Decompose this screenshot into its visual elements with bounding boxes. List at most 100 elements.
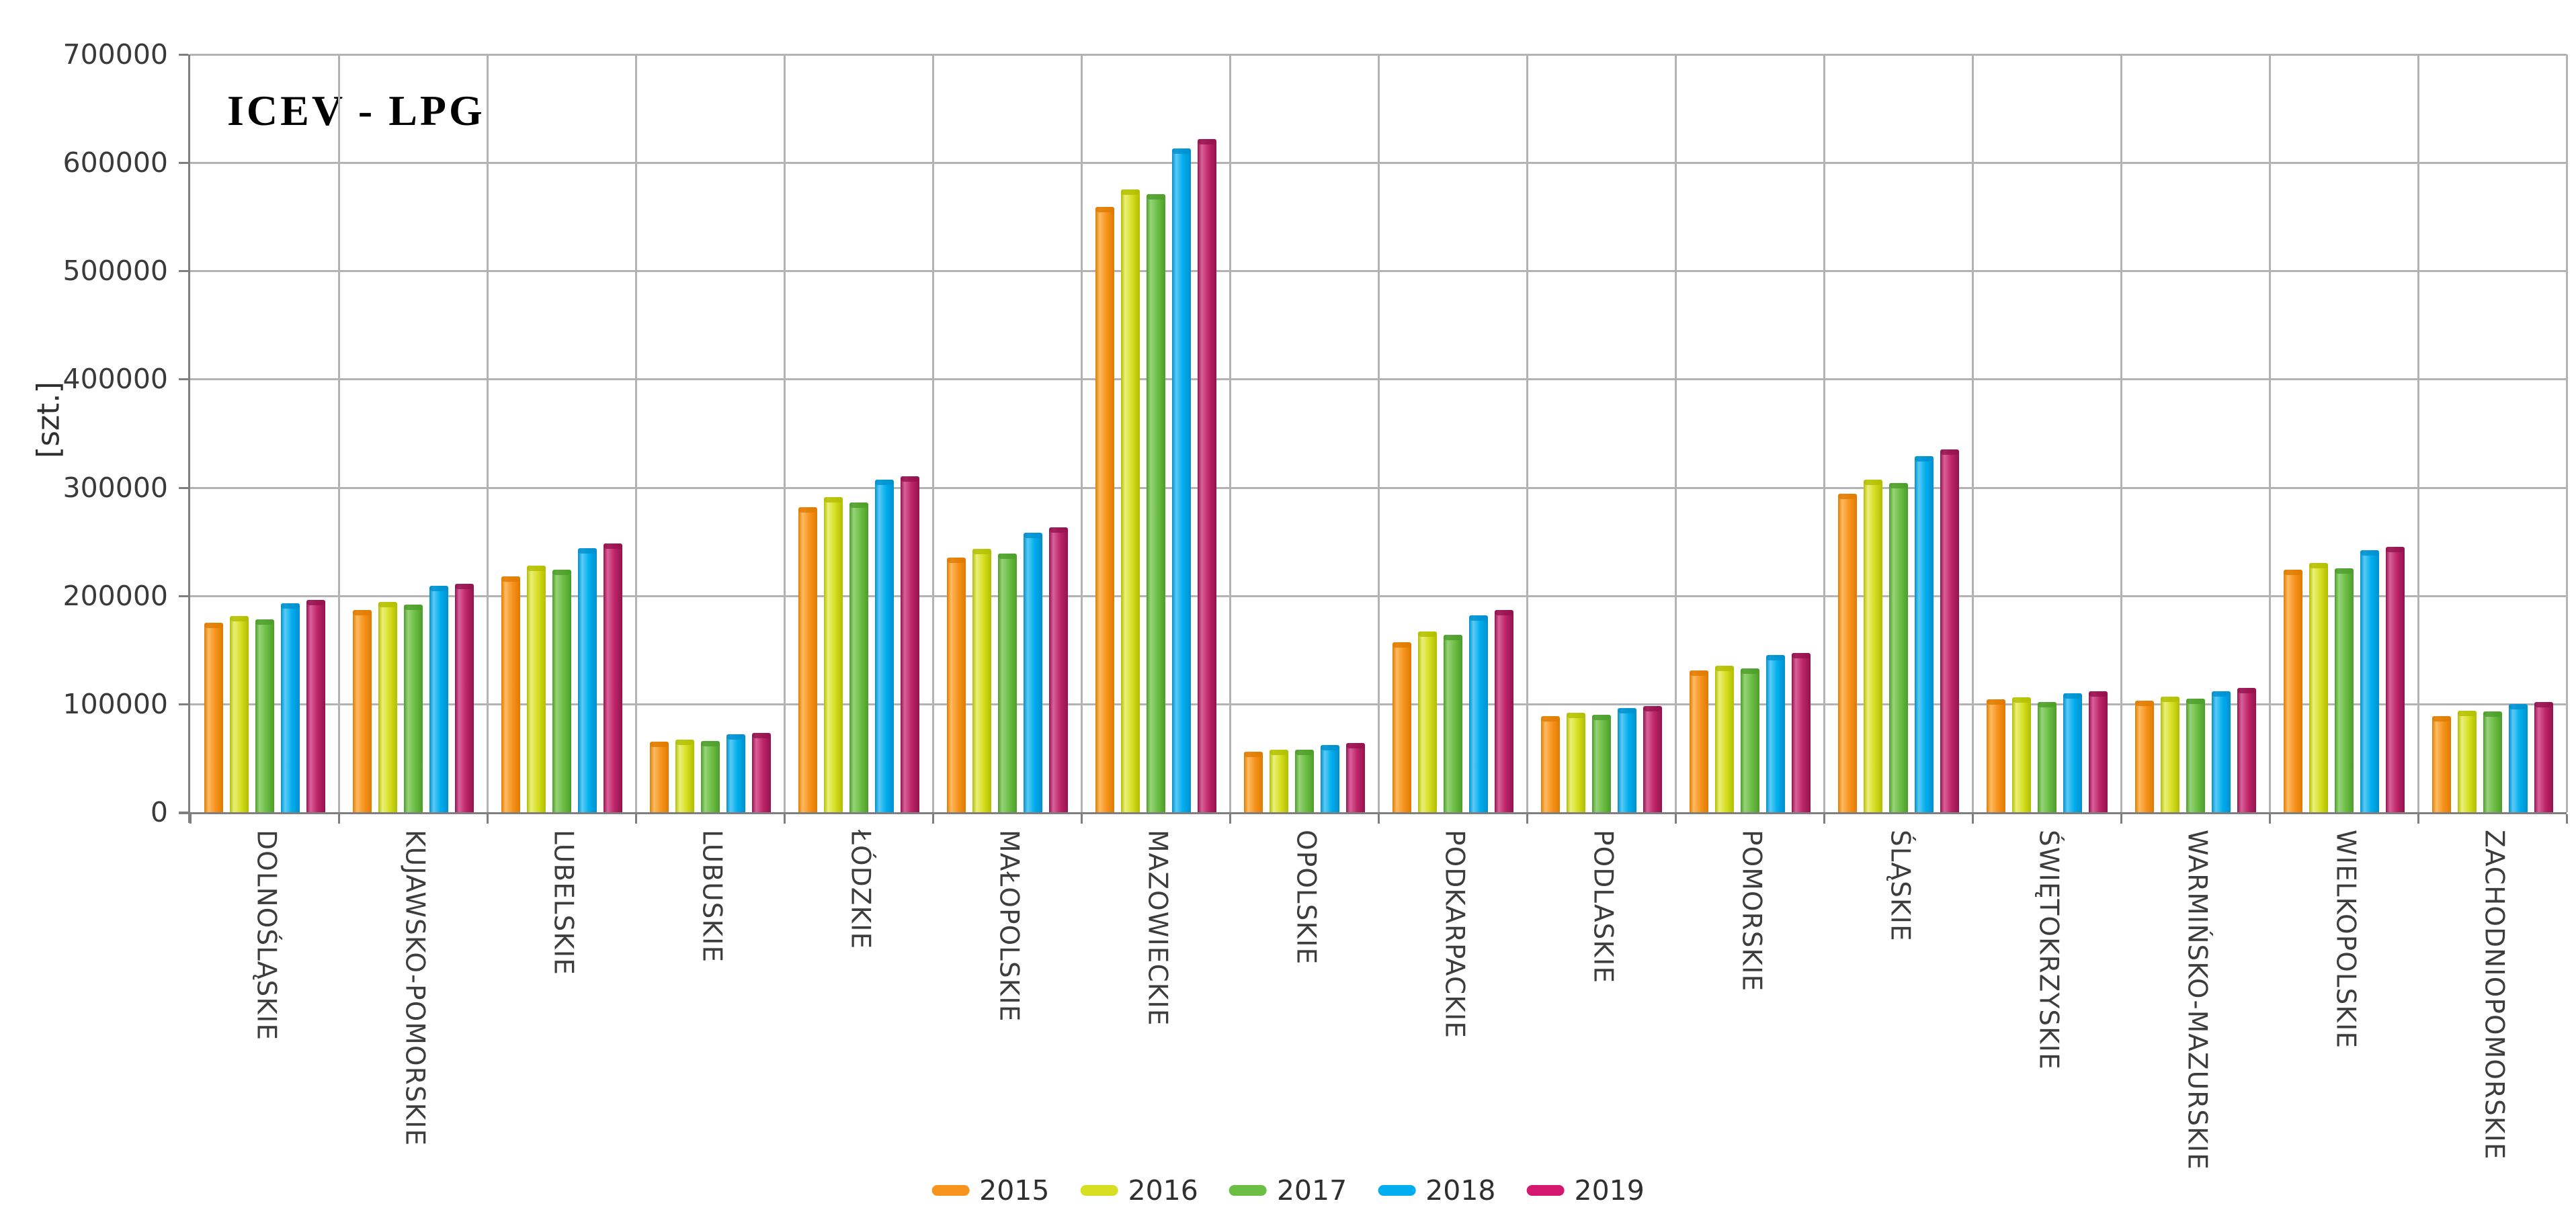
x-axis-tick bbox=[635, 814, 637, 824]
x-axis-tick bbox=[1972, 814, 1974, 824]
bar-2017 bbox=[1591, 714, 1611, 812]
bar-group-1 bbox=[190, 54, 339, 812]
legend-label: 2019 bbox=[1574, 1174, 1645, 1207]
x-category-label: PODLASKIE bbox=[1587, 830, 1618, 984]
y-axis-line bbox=[188, 54, 190, 823]
x-axis-tick bbox=[2417, 814, 2419, 824]
bar-2018 bbox=[874, 480, 894, 812]
x-category-label: ZACHODNIOPOMORSKIE bbox=[2479, 830, 2509, 1160]
bar-2018 bbox=[2211, 691, 2231, 812]
y-axis-tick bbox=[179, 703, 188, 705]
bar-2019 bbox=[2385, 547, 2405, 812]
legend-label: 2016 bbox=[1128, 1174, 1198, 1207]
bar-2019 bbox=[2088, 691, 2108, 812]
x-category-label: LUBUSKIE bbox=[696, 830, 727, 963]
bar-2016 bbox=[2457, 710, 2477, 812]
gridline-vertical bbox=[338, 54, 340, 812]
y-axis-tick bbox=[179, 270, 188, 273]
gridline-vertical bbox=[1972, 54, 1974, 812]
x-category-label: ŚLĄSKIE bbox=[1884, 830, 1915, 942]
bar-group-7 bbox=[1081, 54, 1230, 812]
bar-2018 bbox=[1765, 655, 1785, 812]
bar-2016 bbox=[675, 740, 694, 812]
bar-group-2 bbox=[339, 54, 487, 812]
bar-group-11 bbox=[1675, 54, 1824, 812]
bar-2017 bbox=[1146, 193, 1165, 812]
x-category-label: OPOLSKIE bbox=[1290, 830, 1321, 965]
bar-2019 bbox=[2237, 687, 2256, 812]
x-axis-line bbox=[179, 812, 2567, 814]
bar-2015 bbox=[798, 507, 817, 812]
gridline-vertical bbox=[2417, 54, 2419, 812]
bar-2015 bbox=[2283, 570, 2302, 812]
bar-2015 bbox=[1837, 494, 1857, 812]
legend-item-2017: 2017 bbox=[1229, 1174, 1347, 1207]
bar-2018 bbox=[1320, 745, 1339, 812]
legend-item-2018: 2018 bbox=[1378, 1174, 1496, 1207]
gridline-vertical bbox=[2269, 54, 2271, 812]
bar-group-8 bbox=[1230, 54, 1378, 812]
gridline-vertical bbox=[1081, 54, 1083, 812]
x-axis-tick bbox=[1081, 814, 1083, 824]
legend-swatch-icon bbox=[931, 1185, 970, 1196]
x-axis-tick bbox=[190, 814, 192, 824]
bar-group-16 bbox=[2418, 54, 2567, 812]
gridline-vertical bbox=[1823, 54, 1825, 812]
bar-2019 bbox=[1643, 706, 1662, 812]
bar-2017 bbox=[403, 604, 423, 812]
legend-swatch-icon bbox=[1378, 1185, 1416, 1196]
bar-2017 bbox=[552, 570, 571, 812]
x-category-label: PODKARPACKIE bbox=[1439, 830, 1470, 1039]
bar-2017 bbox=[997, 553, 1017, 812]
x-axis-tick bbox=[1229, 814, 1231, 824]
bar-2018 bbox=[726, 734, 745, 812]
legend-item-2019: 2019 bbox=[1526, 1174, 1645, 1207]
plot-area: 0 100000 200000 300000 400000 500000 600000 700… bbox=[63, 38, 2568, 828]
x-category-label: LUBELSKIE bbox=[548, 830, 579, 975]
bar-2017 bbox=[2483, 711, 2502, 812]
legend-label: 2017 bbox=[1276, 1174, 1347, 1207]
legend-label: 2015 bbox=[979, 1174, 1050, 1207]
bar-2015 bbox=[1689, 670, 1708, 812]
bar-group-12 bbox=[1824, 54, 1972, 812]
bar-group-5 bbox=[784, 54, 933, 812]
x-axis-tick bbox=[338, 814, 340, 824]
bar-2017 bbox=[2186, 698, 2205, 812]
x-category-label: MAŁOPOLSKIE bbox=[993, 830, 1024, 1022]
bar-2019 bbox=[1345, 742, 1365, 812]
bar-2016 bbox=[526, 565, 546, 812]
bar-2017 bbox=[1294, 749, 1314, 812]
bar-2017 bbox=[2037, 701, 2056, 812]
legend-swatch-icon bbox=[1526, 1185, 1565, 1196]
y-tick-label: 700000 bbox=[63, 38, 168, 71]
gridline-vertical bbox=[1526, 54, 1528, 812]
bar-2016 bbox=[2011, 697, 2031, 812]
bar-2016 bbox=[823, 497, 843, 812]
x-category-label: KUJAWSKO-POMORSKIE bbox=[399, 830, 430, 1147]
gridline-vertical bbox=[1229, 54, 1231, 812]
x-category-label: ŁÓDZKIE bbox=[845, 830, 876, 950]
y-tick-label: 600000 bbox=[63, 146, 168, 179]
gridline-vertical bbox=[2120, 54, 2122, 812]
x-axis-tick bbox=[1526, 814, 1528, 824]
bar-2019 bbox=[1791, 653, 1811, 812]
bar-2015 bbox=[1243, 751, 1263, 812]
bar-2016 bbox=[2160, 696, 2179, 812]
bar-2017 bbox=[2334, 568, 2354, 812]
bar-2017 bbox=[1443, 634, 1462, 812]
bar-2018 bbox=[1468, 615, 1488, 812]
y-tick-label: 200000 bbox=[63, 579, 168, 612]
bar-2015 bbox=[2134, 701, 2154, 812]
y-tick-label: 400000 bbox=[63, 363, 168, 396]
bar-2016 bbox=[1863, 480, 1882, 812]
bar-group-4 bbox=[636, 54, 784, 812]
bar-group-15 bbox=[2270, 54, 2418, 812]
gridline-vertical bbox=[1675, 54, 1677, 812]
x-axis-tick bbox=[2269, 814, 2271, 824]
bar-2015 bbox=[946, 558, 966, 812]
x-axis-tick bbox=[1823, 814, 1825, 824]
gridline-vertical bbox=[487, 54, 489, 812]
chart-title: ICEV - LPG bbox=[227, 87, 485, 134]
gridline-vertical bbox=[2566, 54, 2568, 812]
bar-group-13 bbox=[1972, 54, 2121, 812]
